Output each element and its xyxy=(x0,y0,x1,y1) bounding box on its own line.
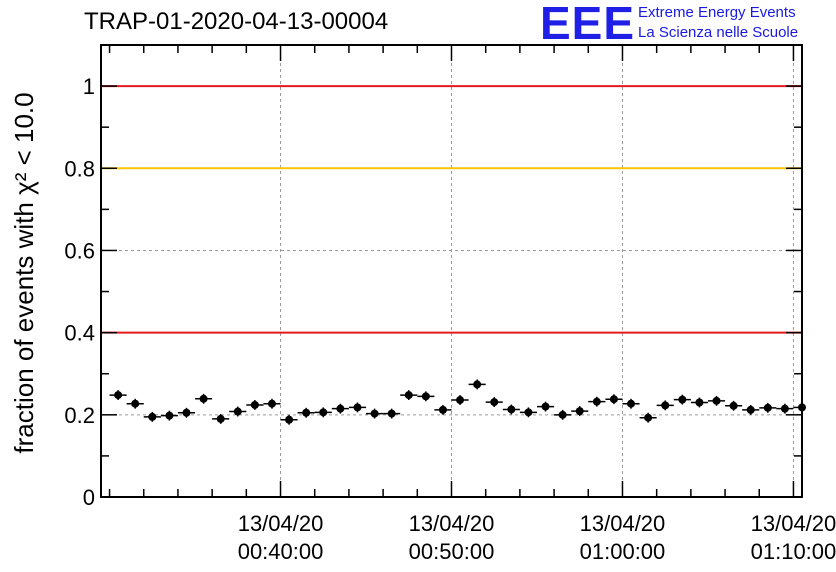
data-point xyxy=(165,411,174,420)
data-point xyxy=(763,403,772,412)
y-tick-label: 0.2 xyxy=(64,403,95,428)
data-point xyxy=(404,391,413,400)
data-point xyxy=(678,395,687,404)
y-axis-label: fraction of events with χ² < 10.0 xyxy=(9,92,39,453)
data-point xyxy=(421,392,430,401)
data-point xyxy=(644,413,653,422)
data-point xyxy=(199,394,208,403)
data-point xyxy=(319,408,328,417)
data-point xyxy=(456,396,465,405)
data-point xyxy=(695,398,704,407)
data-point xyxy=(746,405,755,414)
data-point xyxy=(541,402,550,411)
data-point xyxy=(216,414,225,423)
eee-logo: EEE Extreme Energy Events La Scienza nel… xyxy=(540,0,830,49)
data-point xyxy=(131,399,140,408)
x-tick-label-time: 01:10:00 xyxy=(751,539,836,564)
data-point xyxy=(798,403,806,412)
data-point xyxy=(507,405,516,414)
data-point xyxy=(285,415,294,424)
data-point xyxy=(302,408,311,417)
data-point xyxy=(729,401,738,410)
x-tick-label-date: 13/04/20 xyxy=(238,511,324,536)
logo-line-1: Extreme Energy Events xyxy=(638,4,796,21)
x-tick-label-date: 13/04/20 xyxy=(580,511,666,536)
data-point xyxy=(336,404,345,413)
data-point xyxy=(353,403,362,412)
logo-mark: EEE xyxy=(540,0,636,49)
chart-title: TRAP-01-2020-04-13-00004 xyxy=(84,8,389,35)
data-point xyxy=(182,408,191,417)
x-tick-label-date: 13/04/20 xyxy=(409,511,495,536)
grid-layer xyxy=(101,45,802,497)
data-point xyxy=(387,409,396,418)
y-tick-label: 0.6 xyxy=(64,238,95,263)
data-point xyxy=(592,397,601,406)
data-point xyxy=(780,404,789,413)
data-point xyxy=(524,408,533,417)
data-point xyxy=(661,401,670,410)
axis-labels: 0 0.2 0.4 0.6 0.8 1 13/04/20 00:40:00 13/04/20 00… xyxy=(9,74,836,564)
data-point xyxy=(558,410,567,419)
x-tick-label-time: 01:00:00 xyxy=(580,539,666,564)
y-tick-label: 1 xyxy=(83,74,95,99)
logo-line-2: La Scienza nelle Scuole xyxy=(638,24,799,41)
x-tick-label-time: 00:40:00 xyxy=(238,539,324,564)
data-point xyxy=(473,380,482,389)
data-point xyxy=(114,391,123,400)
data-point xyxy=(250,400,259,409)
data-point xyxy=(267,399,276,408)
data-point xyxy=(148,412,157,421)
axes xyxy=(100,44,803,498)
x-tick-label-date: 13/04/20 xyxy=(751,511,836,536)
data-point xyxy=(370,409,379,418)
reference-lines xyxy=(101,85,802,334)
data-point xyxy=(490,398,499,407)
data-point xyxy=(609,395,618,404)
data-points xyxy=(109,379,806,425)
y-tick-label: 0 xyxy=(83,485,95,510)
y-tick-label: 0.8 xyxy=(64,156,95,181)
data-point xyxy=(438,405,447,414)
data-point xyxy=(627,399,636,408)
y-tick-label: 0.4 xyxy=(64,321,95,346)
data-point xyxy=(575,407,584,416)
x-tick-label-time: 00:50:00 xyxy=(409,539,495,564)
data-point xyxy=(233,407,242,416)
data-point xyxy=(712,396,721,405)
